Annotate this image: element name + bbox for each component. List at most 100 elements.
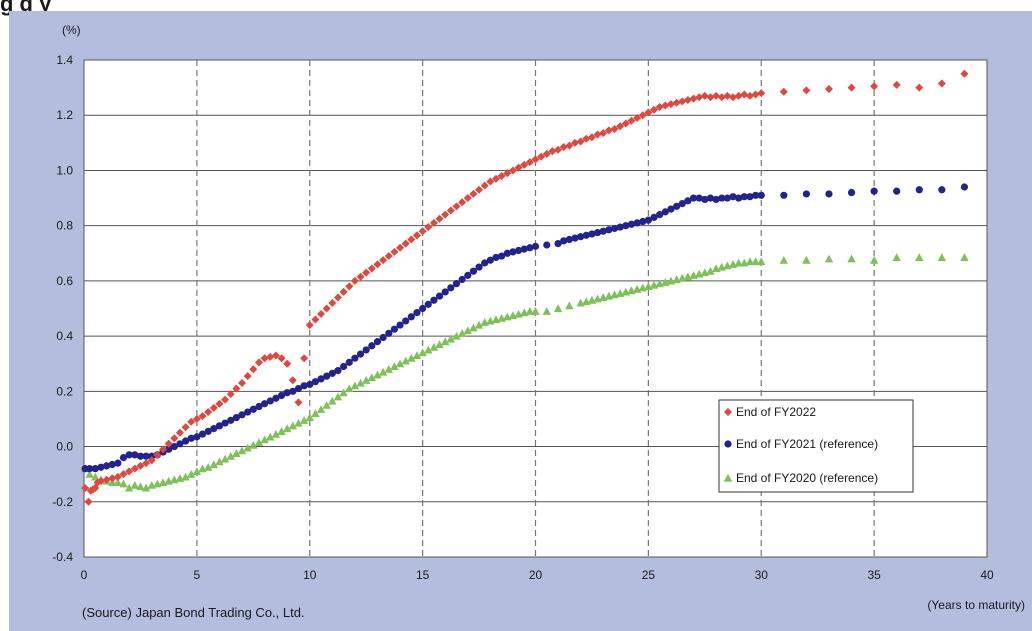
diamond-data-point (870, 82, 879, 91)
diamond-data-point (712, 91, 721, 100)
triangle-data-point (407, 354, 416, 362)
diamond-data-point (390, 247, 399, 256)
circle-data-point (695, 194, 703, 202)
circle-data-point (475, 263, 483, 271)
circle-data-point (198, 430, 207, 438)
diamond-data-point (384, 252, 393, 261)
circle-data-point (752, 191, 760, 199)
diamond-data-point (915, 83, 924, 92)
diamond-data-point (356, 272, 365, 281)
circle-data-point (238, 411, 246, 419)
triangle-data-point (294, 418, 303, 427)
circle-data-point (514, 246, 523, 255)
triangle-data-point (350, 381, 360, 390)
y-tick-label: 0.4 (56, 329, 73, 343)
chart-panel: -0.4 -0.2 0.0 0.2 0.4 0.6 0.8 1.0 1.2 1.4 0 5 10 15 2… (9, 11, 1032, 631)
circle-data-point (283, 389, 291, 397)
circle-data-point (526, 244, 534, 252)
circle-data-point (356, 350, 365, 358)
series-circle-points (81, 183, 969, 473)
circle-data-point (227, 416, 235, 424)
grid (84, 60, 987, 557)
circle-data-point (142, 452, 150, 460)
diamond-data-point (153, 450, 162, 459)
circle-data-point (520, 245, 528, 253)
diamond-data-point (486, 177, 495, 186)
triangle-data-point (553, 304, 563, 313)
diamond-data-point (593, 130, 602, 139)
circle-data-point (272, 394, 280, 402)
circle-data-point (701, 195, 709, 204)
diamond-data-point (689, 94, 698, 103)
triangle-data-point (266, 432, 275, 441)
circle-data-point (735, 194, 743, 202)
circle-data-point (486, 256, 494, 264)
y-tick-label: 0.2 (56, 384, 73, 398)
diamond-data-point (187, 417, 196, 426)
circle-data-point (221, 419, 229, 427)
circle-data-point (622, 222, 630, 230)
diamond-data-point (294, 398, 303, 407)
circle-data-point (571, 234, 579, 242)
data-points (80, 69, 969, 506)
diamond-data-point (650, 105, 659, 114)
diamond-data-point (373, 260, 382, 269)
diamond-data-point (745, 91, 754, 100)
diamond-data-point (401, 239, 410, 248)
diamond-data-point (81, 483, 90, 492)
diamond-data-point (672, 98, 681, 107)
diamond-data-point (706, 93, 715, 102)
triangle-data-point (299, 416, 309, 424)
triangle-data-point (457, 329, 467, 337)
circle-data-point (261, 400, 269, 408)
diamond-data-point (84, 497, 93, 506)
diamond-data-point (520, 160, 529, 169)
triangle-data-point (192, 467, 202, 475)
circle-data-point (289, 387, 297, 395)
diamond-data-point (441, 210, 450, 219)
diamond-data-point (424, 223, 433, 232)
triangle-data-point (345, 384, 354, 393)
triangle-data-point (802, 255, 811, 264)
circle-data-point (249, 405, 257, 413)
diamond-data-point (277, 354, 286, 363)
triangle-data-point (469, 323, 478, 332)
triangle-data-point (418, 348, 427, 357)
circle-data-point (577, 233, 585, 241)
diamond-data-point (130, 464, 139, 473)
triangle-data-point (847, 254, 856, 263)
circle-data-point (170, 442, 178, 451)
triangle-data-point (316, 405, 326, 413)
triangle-data-point (824, 254, 834, 263)
diamond-data-point (469, 189, 478, 198)
diamond-data-point (271, 351, 280, 360)
circle-data-point (176, 440, 184, 448)
diamond-data-point (678, 97, 687, 106)
diamond-data-point (661, 101, 670, 110)
x-tick-label: 40 (980, 568, 994, 582)
legend-circle-marker (724, 440, 732, 448)
diamond-data-point (559, 142, 568, 151)
triangle-data-point (113, 478, 123, 487)
diamond-data-point (627, 116, 636, 125)
triangle-data-point (525, 307, 535, 315)
circle-data-point (435, 292, 444, 300)
diamond-data-point (198, 412, 207, 421)
diamond-data-point (740, 90, 749, 99)
diamond-data-point (757, 89, 766, 98)
yield-curve-chart: -0.4 -0.2 0.0 0.2 0.4 0.6 0.8 1.0 1.2 1.4 0 5 10 15 2… (52, 23, 1025, 620)
circle-data-point (97, 463, 105, 471)
triangle-data-point (367, 373, 377, 382)
x-tick-label: 5 (194, 568, 201, 582)
triangle-data-point (85, 469, 94, 478)
circle-data-point (373, 338, 382, 346)
circle-data-point (294, 384, 303, 393)
circle-data-point (119, 454, 128, 462)
triangle-data-point (136, 482, 145, 491)
triangle-data-point (446, 334, 456, 343)
diamond-data-point (666, 100, 675, 109)
diamond-data-point (108, 474, 117, 483)
diamond-data-point (412, 231, 421, 240)
triangle-data-point (237, 446, 247, 455)
circle-data-point (419, 304, 427, 313)
